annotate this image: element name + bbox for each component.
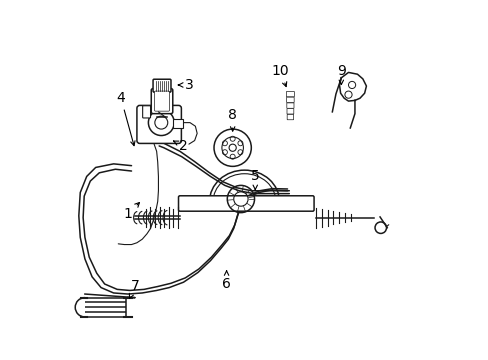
FancyBboxPatch shape (137, 105, 181, 143)
FancyBboxPatch shape (154, 91, 169, 111)
FancyBboxPatch shape (173, 119, 183, 128)
Text: 5: 5 (250, 170, 259, 190)
FancyBboxPatch shape (286, 109, 293, 114)
Text: 3: 3 (178, 78, 193, 92)
Text: 2: 2 (173, 139, 187, 153)
Text: 4: 4 (116, 90, 135, 146)
Text: 6: 6 (222, 271, 230, 291)
FancyBboxPatch shape (151, 89, 172, 114)
Text: 10: 10 (271, 64, 288, 86)
Text: 1: 1 (123, 203, 139, 221)
Text: 9: 9 (336, 64, 345, 85)
FancyBboxPatch shape (286, 114, 293, 120)
FancyBboxPatch shape (153, 79, 171, 92)
FancyBboxPatch shape (286, 91, 294, 97)
Text: 8: 8 (228, 108, 237, 131)
Text: 7: 7 (129, 279, 139, 298)
FancyBboxPatch shape (286, 103, 293, 108)
FancyBboxPatch shape (178, 196, 313, 211)
FancyBboxPatch shape (286, 97, 294, 103)
FancyBboxPatch shape (142, 106, 150, 118)
